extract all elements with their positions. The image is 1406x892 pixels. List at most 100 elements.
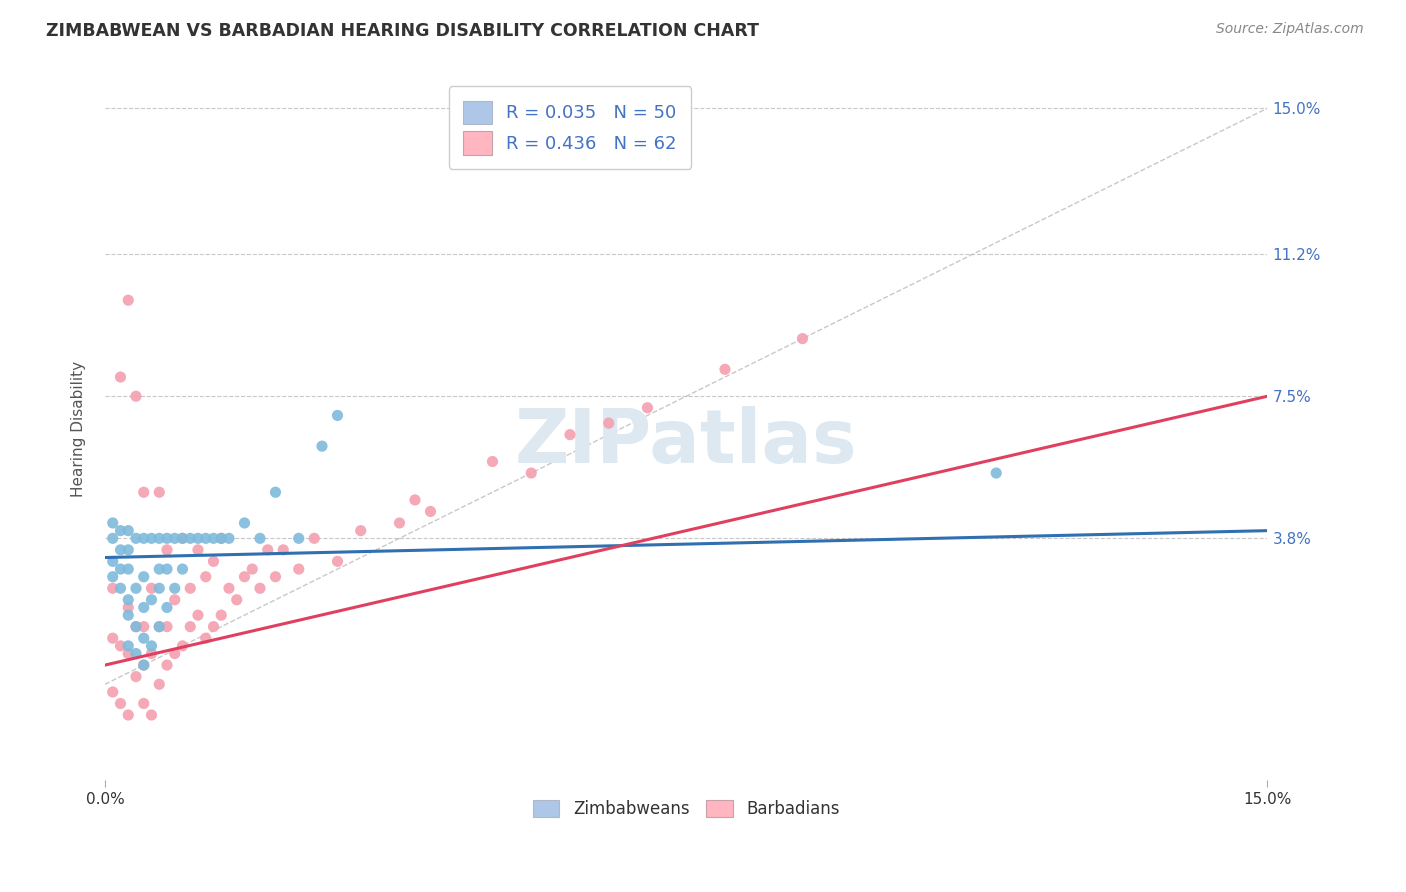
Point — [117, 592, 139, 607]
Point — [172, 532, 194, 546]
Point — [110, 697, 132, 711]
Point — [125, 532, 148, 546]
Point — [132, 532, 155, 546]
Point — [148, 620, 170, 634]
Point — [117, 562, 139, 576]
Point — [163, 581, 186, 595]
Point — [117, 708, 139, 723]
Point — [110, 581, 132, 595]
Point — [156, 620, 179, 634]
Point — [148, 581, 170, 595]
Point — [132, 600, 155, 615]
Point — [187, 532, 209, 546]
Point — [233, 570, 256, 584]
Point — [156, 600, 179, 615]
Point — [125, 670, 148, 684]
Text: ZIPatlas: ZIPatlas — [515, 407, 858, 479]
Point — [388, 516, 411, 530]
Point — [350, 524, 373, 538]
Legend: Zimbabweans, Barbadians: Zimbabweans, Barbadians — [526, 793, 846, 825]
Y-axis label: Hearing Disability: Hearing Disability — [72, 360, 86, 497]
Point — [419, 504, 441, 518]
Point — [986, 466, 1008, 480]
Point — [202, 532, 225, 546]
Point — [233, 516, 256, 530]
Point — [202, 554, 225, 568]
Point — [101, 570, 124, 584]
Point — [117, 524, 139, 538]
Point — [218, 581, 240, 595]
Point — [141, 592, 163, 607]
Point — [132, 658, 155, 673]
Point — [110, 562, 132, 576]
Point — [132, 658, 155, 673]
Point — [218, 532, 240, 546]
Point — [287, 532, 309, 546]
Point — [148, 620, 170, 634]
Point — [209, 608, 232, 623]
Point — [110, 370, 132, 384]
Point — [271, 542, 294, 557]
Point — [132, 631, 155, 645]
Point — [132, 485, 155, 500]
Point — [792, 332, 814, 346]
Point — [125, 389, 148, 403]
Point — [141, 532, 163, 546]
Point — [156, 658, 179, 673]
Point — [125, 620, 148, 634]
Point — [163, 532, 186, 546]
Point — [187, 542, 209, 557]
Point — [326, 554, 349, 568]
Point — [110, 639, 132, 653]
Point — [209, 532, 232, 546]
Point — [148, 485, 170, 500]
Point — [141, 647, 163, 661]
Point — [117, 293, 139, 308]
Point — [125, 581, 148, 595]
Point — [598, 416, 620, 430]
Point — [110, 524, 132, 538]
Point — [179, 532, 201, 546]
Text: ZIMBABWEAN VS BARBADIAN HEARING DISABILITY CORRELATION CHART: ZIMBABWEAN VS BARBADIAN HEARING DISABILI… — [46, 22, 759, 40]
Point — [264, 570, 287, 584]
Point — [558, 427, 581, 442]
Point — [101, 516, 124, 530]
Point — [125, 620, 148, 634]
Point — [163, 647, 186, 661]
Point — [132, 570, 155, 584]
Point — [172, 639, 194, 653]
Point — [125, 647, 148, 661]
Point — [256, 542, 278, 557]
Point — [117, 542, 139, 557]
Point — [141, 581, 163, 595]
Point — [172, 562, 194, 576]
Point — [156, 562, 179, 576]
Point — [132, 620, 155, 634]
Point — [404, 492, 426, 507]
Point — [179, 581, 201, 595]
Point — [187, 608, 209, 623]
Point — [117, 639, 139, 653]
Point — [117, 600, 139, 615]
Point — [249, 581, 271, 595]
Point — [179, 620, 201, 634]
Point — [287, 562, 309, 576]
Point — [172, 532, 194, 546]
Point — [637, 401, 659, 415]
Point — [264, 485, 287, 500]
Point — [481, 454, 503, 468]
Point — [148, 532, 170, 546]
Point — [311, 439, 333, 453]
Point — [163, 592, 186, 607]
Point — [714, 362, 737, 376]
Point — [209, 532, 232, 546]
Point — [194, 631, 217, 645]
Point — [202, 620, 225, 634]
Point — [225, 592, 247, 607]
Point — [302, 532, 325, 546]
Point — [156, 532, 179, 546]
Point — [156, 542, 179, 557]
Point — [148, 677, 170, 691]
Point — [117, 647, 139, 661]
Point — [132, 697, 155, 711]
